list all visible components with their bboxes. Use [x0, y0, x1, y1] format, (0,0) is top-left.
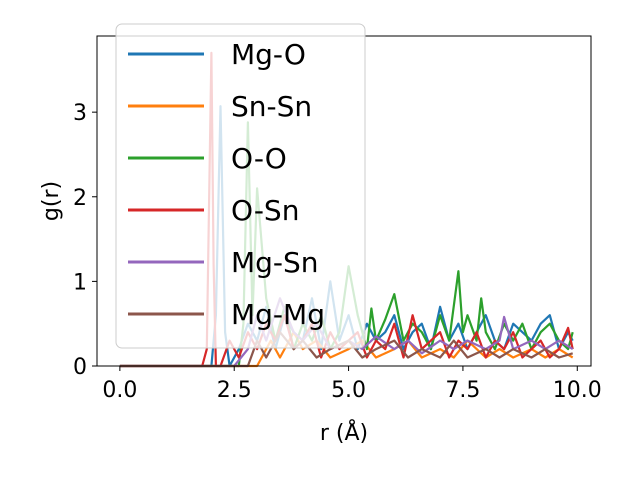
x-tick-label: 10.0	[553, 378, 602, 403]
x-axis-label: r (Å)	[320, 419, 368, 446]
y-axis-label: g(r)	[39, 181, 64, 221]
y-tick-label: 0	[73, 355, 87, 380]
y-axis: 0 1 2 3	[73, 101, 97, 380]
legend-label-mg-mg: Mg-Mg	[231, 298, 325, 331]
legend: Mg-O Sn-Sn O-O O-Sn Mg-Sn Mg-Mg	[115, 23, 366, 349]
y-tick-label: 1	[73, 270, 87, 295]
legend-label-mg-sn: Mg-Sn	[231, 246, 319, 279]
legend-items: Mg-O Sn-Sn O-O O-Sn Mg-Sn Mg-Mg	[128, 38, 325, 331]
legend-label-o-sn: O-Sn	[231, 194, 299, 227]
y-tick-label: 3	[73, 101, 87, 126]
x-tick-label: 0.0	[102, 378, 137, 403]
x-axis: 0.0 2.5 5.0 7.5 10.0	[102, 366, 602, 403]
y-tick-label: 2	[73, 186, 87, 211]
legend-label-sn-sn: Sn-Sn	[231, 90, 312, 123]
legend-label-o-o: O-O	[231, 142, 287, 175]
x-tick-label: 5.0	[331, 378, 366, 403]
x-tick-label: 2.5	[217, 378, 252, 403]
x-tick-label: 7.5	[445, 378, 480, 403]
legend-label-mg-o: Mg-O	[231, 38, 306, 71]
series-line-o-sn	[119, 51, 574, 368]
